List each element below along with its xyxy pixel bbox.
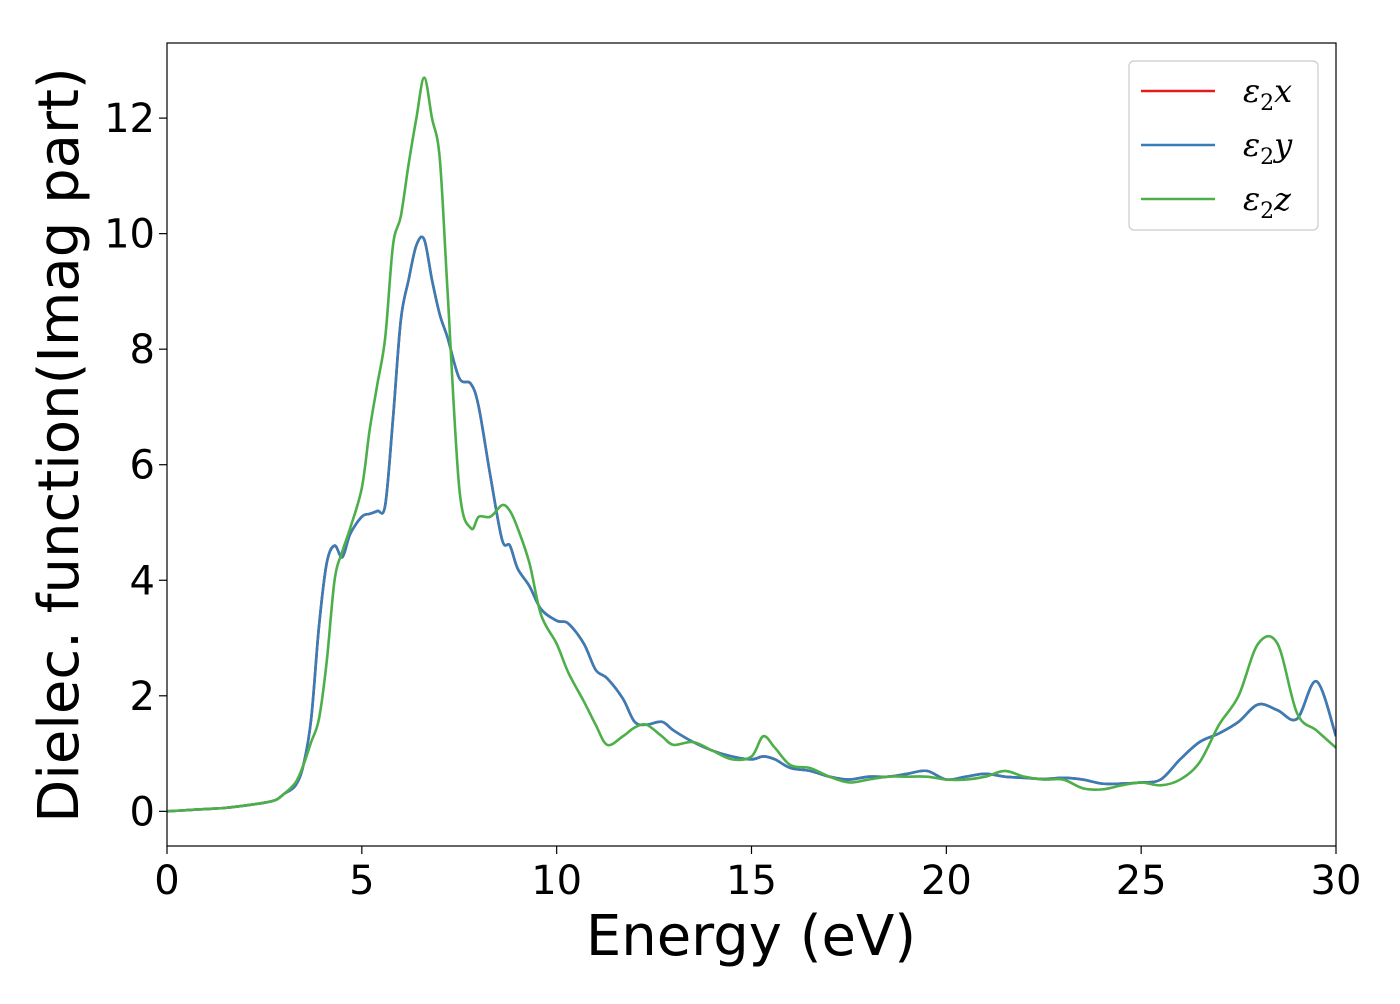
y-tick-label: 12: [104, 96, 155, 142]
y-tick-label: 6: [130, 443, 155, 489]
series-line-x: [167, 235, 1336, 813]
y-tick-label: 4: [130, 558, 155, 604]
y-tick-label: 10: [104, 212, 155, 258]
legend-box: [1128, 60, 1319, 231]
x-tick-label: 0: [154, 858, 179, 904]
y-ticks: 0 2 4 6 8 10 12: [104, 96, 167, 835]
legend-label-z: ε2z: [1243, 180, 1292, 224]
y-axis-label: Dielec. function(Imag part): [27, 67, 92, 823]
y-tick-label: 8: [130, 327, 155, 373]
y-tick-label: 0: [130, 789, 155, 835]
series-layer: [167, 76, 1336, 813]
legend: ε2x ε2y ε2z: [1128, 60, 1319, 231]
x-tick-label: 10: [531, 858, 582, 904]
x-tick-label: 20: [921, 858, 972, 904]
legend-entries: ε2x ε2y ε2z: [1141, 72, 1293, 224]
x-tick-label: 15: [726, 858, 777, 904]
y-tick-label: 2: [130, 674, 155, 720]
legend-label-y: ε2y: [1243, 126, 1293, 170]
series-line-z: [167, 76, 1336, 813]
x-tick-label: 5: [349, 858, 374, 904]
x-ticks: 0 5 10 15 20 25 30: [154, 846, 1361, 904]
legend-label-x: ε2x: [1243, 72, 1292, 116]
x-tick-label: 25: [1116, 858, 1167, 904]
series-line-y: [167, 235, 1336, 813]
x-tick-label: 30: [1311, 858, 1362, 904]
x-axis-label: Energy (eV): [586, 904, 916, 969]
